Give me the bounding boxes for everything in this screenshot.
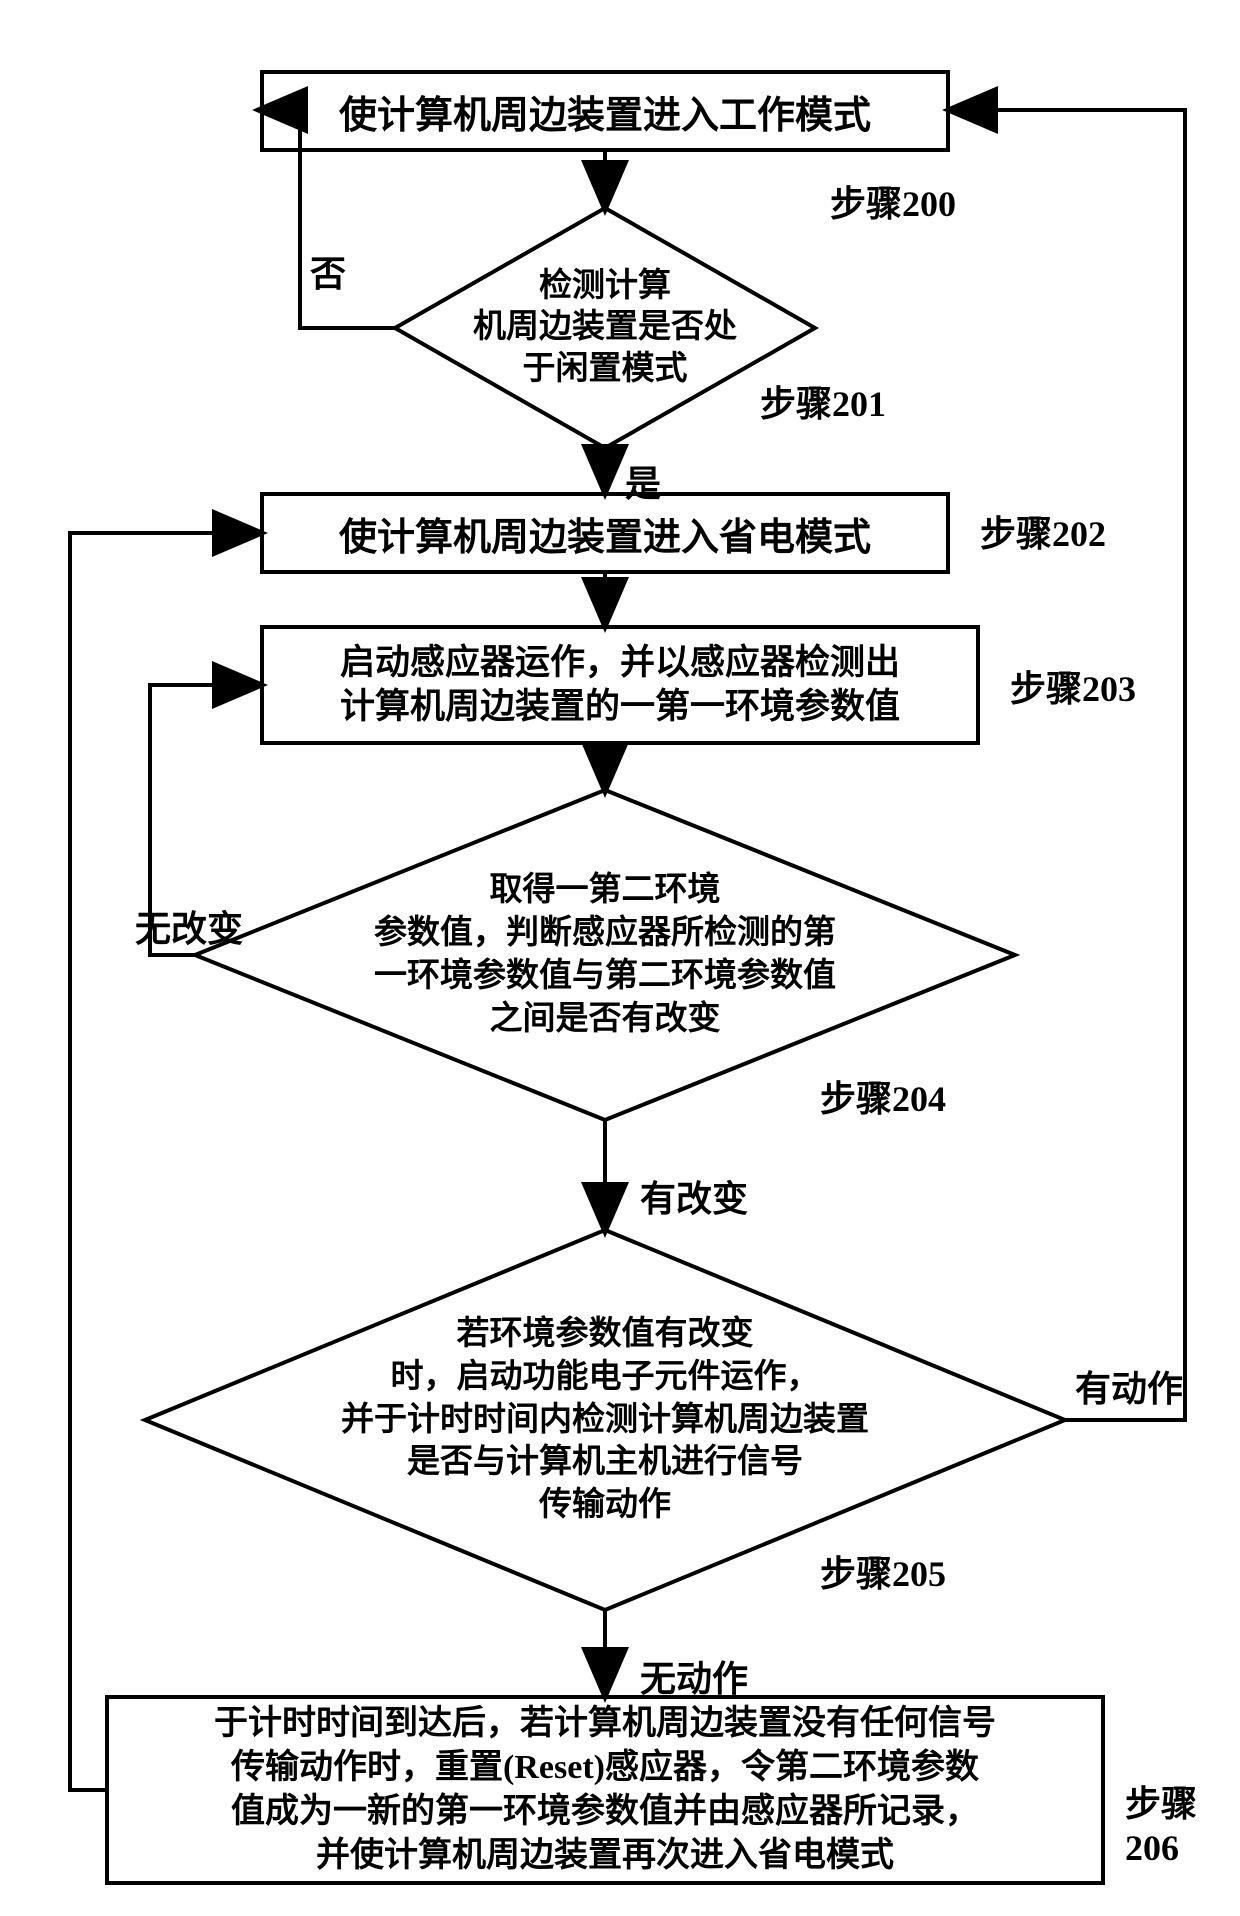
step-201-label: 步骤201 (760, 375, 886, 427)
step-200-text: 使计算机周边装置进入工作模式 (339, 84, 871, 139)
edge-205-200 (950, 110, 1185, 1420)
edge-label-noaction: 无动作 (640, 1650, 748, 1702)
step-200-rect: 使计算机周边装置进入工作模式 (260, 70, 950, 152)
step-202-text: 使计算机周边装置进入省电模式 (339, 506, 871, 561)
edge-label-haschange: 有改变 (640, 1170, 748, 1222)
step-203-label: 步骤203 (1010, 660, 1136, 712)
edge-label-no: 否 (310, 245, 346, 297)
step-204-label: 步骤204 (820, 1070, 946, 1122)
step-206-text: 于计时时间到达后，若计算机周边装置没有任何信号 传输动作时，重置(Reset)感… (214, 1702, 996, 1879)
step-200-label: 步骤200 (830, 175, 956, 227)
step-206-rect: 于计时时间到达后，若计算机周边装置没有任何信号 传输动作时，重置(Reset)感… (105, 1695, 1105, 1885)
edge-label-yes: 是 (625, 455, 661, 507)
step-203-text: 启动感应器运作，并以感应器检测出 计算机周边装置的一第一环境参数值 (340, 641, 900, 729)
step-201-text: 检测计算 机周边装置是否处 于闲置模式 (395, 208, 815, 448)
step-206-label: 步骤206 (1125, 1775, 1240, 1869)
edge-label-hasaction: 有动作 (1075, 1360, 1183, 1412)
step-202-rect: 使计算机周边装置进入省电模式 (260, 492, 950, 574)
step-202-label: 步骤202 (980, 505, 1106, 557)
step-205-label: 步骤205 (820, 1545, 946, 1597)
edge-label-nochange: 无改变 (135, 900, 243, 952)
step-203-rect: 启动感应器运作，并以感应器检测出 计算机周边装置的一第一环境参数值 (260, 625, 980, 745)
